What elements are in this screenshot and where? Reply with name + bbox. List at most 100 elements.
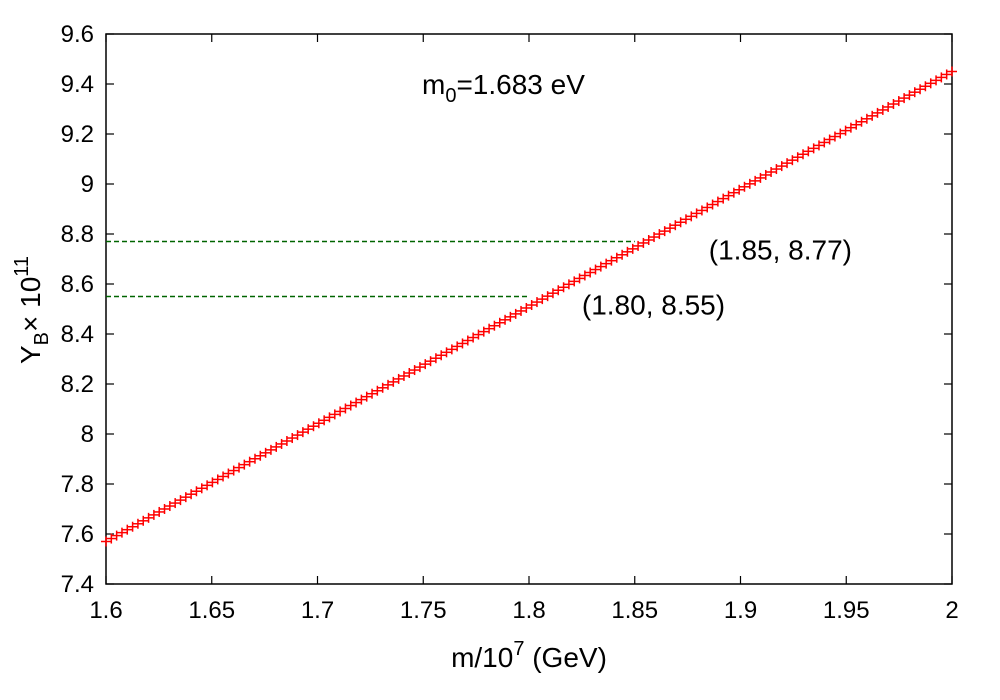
data-point <box>494 317 505 328</box>
data-point <box>425 356 436 367</box>
data-point <box>367 388 378 399</box>
data-point <box>500 314 511 325</box>
x-tick-label: 1.9 <box>724 597 757 624</box>
x-tick-label: 1.65 <box>188 597 235 624</box>
y-tick-label: 8.4 <box>61 321 94 348</box>
data-point <box>484 323 495 334</box>
data-point <box>867 110 878 121</box>
data-point <box>297 427 308 438</box>
data-point <box>175 495 186 506</box>
data-point <box>351 397 362 408</box>
data-point <box>601 258 612 269</box>
data-point <box>649 232 660 243</box>
data-point <box>319 415 330 426</box>
data-point <box>249 453 260 464</box>
data-point <box>547 288 558 299</box>
x-tick-label: 1.6 <box>89 597 122 624</box>
data-point <box>265 444 276 455</box>
data-point <box>771 164 782 175</box>
x-axis-label: m/107 (GeV) <box>451 638 607 673</box>
data-point <box>196 483 207 494</box>
data-point <box>941 69 952 80</box>
data-point <box>164 501 175 512</box>
data-point <box>654 229 665 240</box>
y-tick-label: 9 <box>81 171 94 198</box>
data-point <box>686 211 697 222</box>
data-point <box>287 433 298 444</box>
data-point <box>707 199 718 210</box>
data-point <box>638 237 649 248</box>
data-point <box>473 329 484 340</box>
data-point <box>106 533 117 544</box>
data-point <box>531 297 542 308</box>
data-point <box>271 441 282 452</box>
data-point <box>760 169 771 180</box>
data-point <box>159 503 170 514</box>
data-point <box>244 456 255 467</box>
data-point <box>776 161 787 172</box>
data-point <box>670 220 681 231</box>
data-point <box>718 193 729 204</box>
data-point <box>361 391 372 402</box>
data-point <box>324 412 335 423</box>
data-point <box>622 246 633 257</box>
data-point <box>931 75 942 86</box>
data-point <box>191 486 202 497</box>
data-point <box>228 465 239 476</box>
data-point <box>728 187 739 198</box>
data-point <box>798 149 809 160</box>
data-point <box>915 84 926 95</box>
data-point <box>308 421 319 432</box>
data-point <box>462 335 473 346</box>
x-tick-label: 1.95 <box>823 597 870 624</box>
data-point <box>829 131 840 142</box>
data-point <box>893 96 904 107</box>
data-point <box>138 515 149 526</box>
data-series <box>101 66 957 547</box>
data-point <box>218 471 229 482</box>
data-point <box>154 506 165 517</box>
y-tick-label: 9.2 <box>61 121 94 148</box>
data-point <box>409 365 420 376</box>
data-point <box>186 489 197 500</box>
data-point <box>255 450 266 461</box>
data-point <box>281 435 292 446</box>
data-point <box>808 143 819 154</box>
data-point <box>116 527 127 538</box>
data-point <box>101 536 111 547</box>
data-point <box>468 332 479 343</box>
data-point <box>457 338 468 349</box>
data-point <box>659 226 670 237</box>
ticks: 1.6 1.65 1.7 1.75 1.8 1.85 1.9 1.95 2 7.4 7.6 7.8 8 8… <box>61 21 959 624</box>
data-point <box>712 196 723 207</box>
data-point <box>303 424 314 435</box>
data-point <box>691 208 702 219</box>
data-point <box>627 243 638 254</box>
data-point <box>553 285 564 296</box>
data-point <box>755 172 766 183</box>
data-point <box>803 146 814 157</box>
data-point <box>260 447 271 458</box>
data-point <box>489 320 500 331</box>
x-tick-label: 1.85 <box>611 597 658 624</box>
data-point <box>452 341 463 352</box>
data-point <box>851 119 862 130</box>
data-point <box>441 347 452 358</box>
data-point <box>611 252 622 263</box>
data-point <box>383 379 393 390</box>
data-point <box>845 122 856 133</box>
data-point <box>824 134 835 145</box>
data-point <box>782 158 793 169</box>
data-point <box>414 362 425 373</box>
data-point <box>723 190 734 201</box>
data-point <box>537 294 548 305</box>
data-point <box>313 418 324 429</box>
data-point <box>606 255 617 266</box>
data-point <box>148 509 159 520</box>
y-axis-label: YB× 1011 <box>11 256 53 364</box>
x-tick-label: 1.75 <box>400 597 447 624</box>
data-point <box>436 350 447 361</box>
data-point <box>292 430 303 441</box>
data-point <box>739 181 750 192</box>
